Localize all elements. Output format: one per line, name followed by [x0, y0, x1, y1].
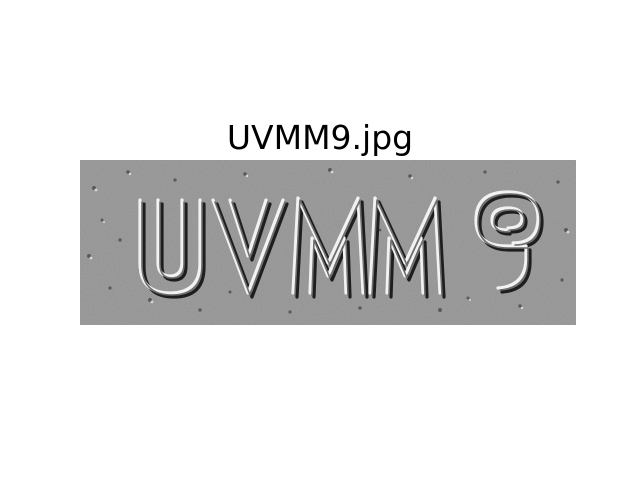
captcha-image [80, 160, 576, 325]
figure-title: UVMM9.jpg [0, 118, 640, 158]
captcha-graphic [80, 160, 576, 325]
captcha-noise [80, 160, 576, 325]
